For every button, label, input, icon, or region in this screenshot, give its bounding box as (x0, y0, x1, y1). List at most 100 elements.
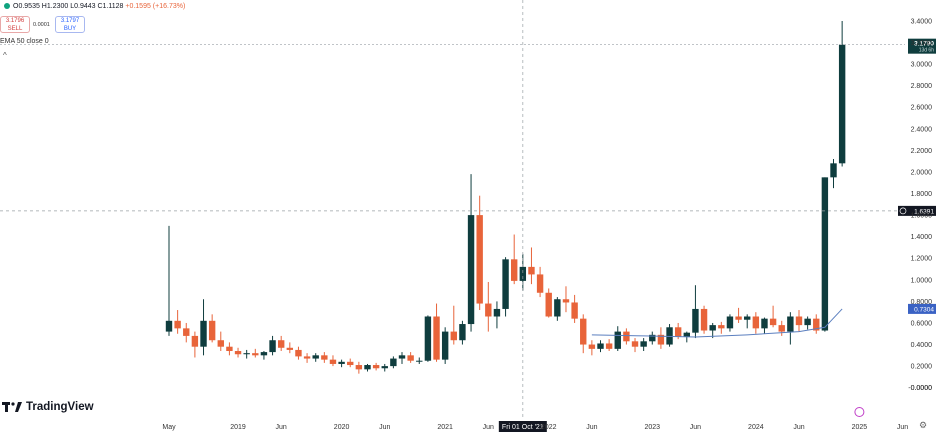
candle-body (485, 303, 492, 317)
candle-body (571, 302, 578, 319)
x-tick-label: Jun (586, 424, 597, 431)
tradingview-logo-icon (2, 402, 22, 412)
candle-body (545, 292, 552, 317)
y-tick-label: -0.0000 (908, 385, 932, 392)
candle-body (260, 352, 268, 356)
candle-body (165, 320, 173, 332)
settings-gear-icon[interactable]: ⚙ (919, 420, 928, 430)
candle-body (735, 316, 742, 320)
candle-body (623, 331, 630, 342)
candle-body (226, 346, 233, 352)
last-price-label-bg (908, 38, 936, 54)
x-tick-label: 2023 (644, 424, 660, 431)
candle-body (476, 215, 483, 304)
ohlc-values: O0.9535 H1.2300 L0.9443 C1.1128 (13, 3, 126, 10)
change-value: +0.1595 (+16.73%) (125, 3, 186, 10)
candle-body (761, 318, 768, 329)
x-tick-label: 2020 (334, 424, 350, 431)
buy-button[interactable]: 3.1797 BUY (55, 16, 85, 33)
spread-value: 0.0001 (33, 22, 50, 28)
candle-body (562, 299, 570, 303)
candle-body (700, 308, 708, 331)
candle-body (588, 344, 596, 349)
candle-body (329, 359, 337, 364)
x-tick-label: 2025 (852, 424, 868, 431)
candle-body (234, 351, 242, 355)
candle-body (243, 353, 250, 355)
logo-text: TradingView (26, 401, 94, 413)
y-tick-label: 1.2000 (911, 256, 933, 263)
candle-body (692, 308, 699, 333)
candle-body (536, 274, 544, 293)
candle-body (433, 316, 440, 360)
y-tick-label: 0.4000 (911, 342, 933, 349)
y-tick-label: 0.8000 (911, 299, 933, 306)
candle-body (795, 316, 803, 326)
candle-body (519, 266, 527, 281)
candle-body (441, 331, 449, 360)
candle-body (657, 334, 665, 345)
ema-price-label: 0.7304 (914, 306, 934, 313)
candle-body (252, 353, 259, 356)
candle-body (640, 341, 647, 347)
candle-body (407, 355, 414, 361)
candle-body (821, 177, 829, 331)
candle-body (674, 327, 682, 337)
candle-body (303, 356, 311, 359)
candle-body (174, 320, 181, 329)
sell-label: SELL (7, 25, 23, 32)
candle-body (191, 335, 199, 347)
candle-body (752, 316, 760, 329)
x-tick-label: Jun (483, 424, 494, 431)
ema-line (591, 308, 843, 338)
tradingview-logo: TradingView (2, 401, 94, 413)
candle-body (269, 340, 276, 353)
y-tick-label: 2.4000 (911, 126, 933, 133)
candle-body (726, 316, 734, 329)
x-tick-label: Jun (276, 424, 287, 431)
candle-body (830, 163, 837, 178)
candle-body (631, 341, 639, 347)
candle-body (347, 361, 354, 366)
candle-body (813, 318, 820, 331)
crosshair-price-label: 1.6391 (914, 208, 934, 215)
x-tick-label: 2022 (541, 424, 557, 431)
x-tick-label: 2021 (437, 424, 453, 431)
x-tick-label: 2019 (230, 424, 246, 431)
candle-body (295, 349, 302, 357)
candle-body (459, 324, 466, 341)
y-tick-label: 2.8000 (911, 83, 933, 90)
candle-body (605, 343, 613, 349)
candle-body (718, 325, 725, 329)
x-tick-label: Jun (379, 424, 390, 431)
buy-price: 3.1797 (60, 18, 80, 24)
candle-body (502, 259, 509, 309)
ema-50-line (591, 308, 843, 338)
candle-body (450, 331, 457, 341)
candle-body (838, 44, 846, 164)
last-price-label: 3.1790 (914, 41, 934, 48)
y-tick-label: 3.2000 (911, 40, 933, 47)
candle-body (183, 328, 190, 336)
candle-body (286, 347, 294, 350)
y-tick-label: 1.8000 (911, 191, 933, 198)
candle-body (683, 332, 690, 337)
sell-button[interactable]: 3.1796 SELL (0, 16, 30, 33)
candles (165, 20, 846, 374)
candle-body (744, 316, 751, 320)
crosshair-add-icon (899, 207, 907, 215)
y-tick-label: 0.2000 (911, 364, 933, 371)
time-axis: May 2019 Jun 2020 Jun 2021 Jun 2022 Jun 2023 Jun 20… (162, 424, 908, 431)
x-tick-label: Jun (690, 424, 701, 431)
indicator-legend[interactable]: EMA 50 close 0 (0, 38, 49, 45)
ema-price-label-bg (908, 303, 936, 314)
candle-body (580, 318, 587, 345)
collapse-legend-icon[interactable]: ^ (3, 51, 7, 60)
candle-body (649, 334, 656, 342)
candle-body (208, 320, 216, 341)
candle-body (528, 266, 535, 275)
candle-body (804, 318, 811, 326)
x-tick-label: Jun (793, 424, 804, 431)
